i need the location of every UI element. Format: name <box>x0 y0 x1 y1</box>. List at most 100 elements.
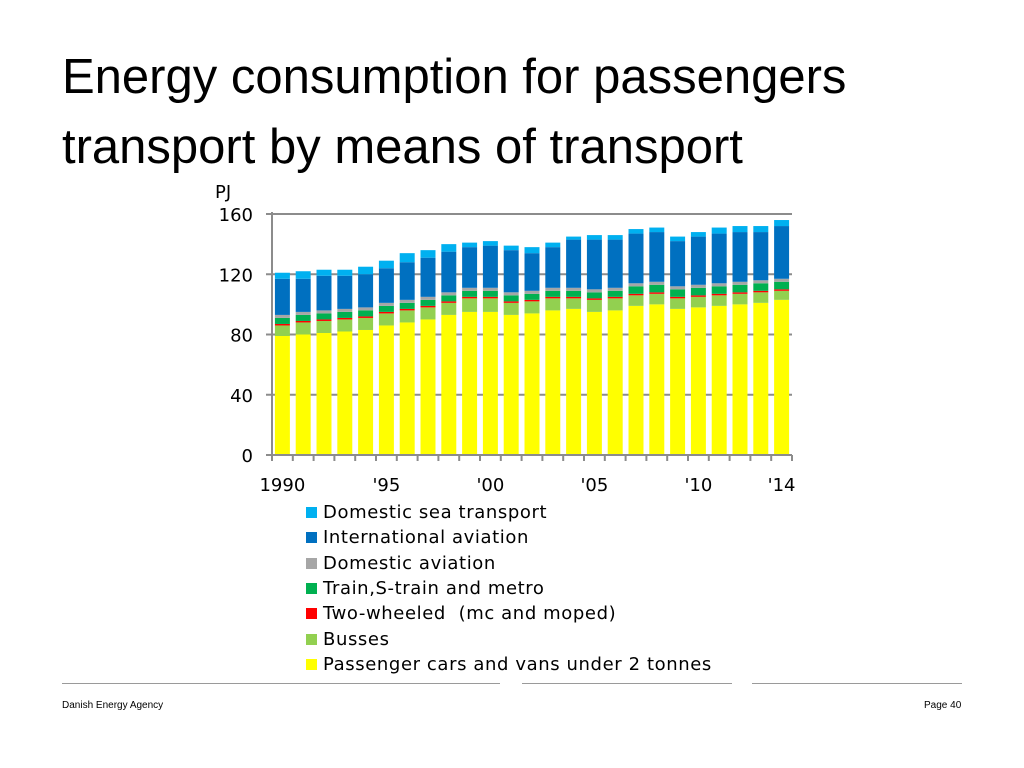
y-axis-label: PJ <box>215 182 231 203</box>
bar-segment <box>607 310 623 455</box>
x-tick-label: 1990 <box>259 475 305 496</box>
bar-segment <box>711 286 727 294</box>
bar-segment <box>295 334 311 455</box>
bar-segment <box>690 236 706 285</box>
legend-swatch <box>306 608 317 620</box>
bar-segment <box>607 298 623 311</box>
footer-divider <box>752 683 962 684</box>
bar-segment <box>670 308 686 455</box>
bar-segment <box>524 313 540 455</box>
bar-segment <box>420 299 436 306</box>
bar-segment <box>316 319 332 321</box>
x-tick-label: '00 <box>476 475 504 496</box>
bar-segment <box>774 289 790 291</box>
bar-segment <box>711 305 727 455</box>
bar-segment <box>649 284 665 293</box>
bar-segment <box>628 286 644 294</box>
axes <box>266 212 793 461</box>
bar-segment <box>732 304 748 456</box>
bar-segment <box>295 320 311 323</box>
legend-swatch <box>306 532 317 544</box>
bar-segment <box>337 311 353 318</box>
bar-segment <box>295 311 311 315</box>
y-tick-label: 80 <box>230 326 253 347</box>
bar-segment <box>274 317 290 324</box>
bar-segment <box>566 308 582 455</box>
bar-segment <box>337 317 353 320</box>
bar-segment <box>337 319 353 332</box>
bar-segment <box>420 257 436 297</box>
bar-segment <box>545 247 561 288</box>
bar-segment <box>586 298 602 300</box>
bar-segment <box>545 290 561 297</box>
legend-label: International aviation <box>323 527 529 549</box>
bar-segment <box>690 307 706 455</box>
bar-segment <box>774 290 790 300</box>
bar-segment <box>690 296 706 308</box>
bar-segment <box>378 305 394 312</box>
stacked-bar-chart: PJ 0 40 80 120 160 1990 '95 '00 '05 '10 '14 <box>215 182 796 496</box>
bar-segment <box>670 241 686 287</box>
bar-segment <box>337 275 353 309</box>
bar-segment <box>503 314 519 455</box>
bar-segment <box>545 298 561 311</box>
bar-segment <box>337 308 353 312</box>
bar-segment <box>753 226 769 233</box>
bar-segment <box>711 295 727 306</box>
bar-segment <box>586 311 602 455</box>
bar-segment <box>399 310 415 323</box>
bar-segment <box>441 301 457 303</box>
bar-segment <box>774 278 790 282</box>
bar-segment <box>420 319 436 455</box>
x-tick-label: '05 <box>580 475 608 496</box>
bar-segment <box>607 235 623 240</box>
bar-segment <box>649 232 665 282</box>
bar-segment <box>753 292 769 303</box>
bar-segment <box>670 286 686 290</box>
bar-segment <box>649 304 665 456</box>
bar-segment <box>420 305 436 308</box>
legend-label: Train,S-train and metro <box>323 578 545 600</box>
bar-segment <box>503 295 519 302</box>
bar-segment <box>399 262 415 300</box>
legend-label: Busses <box>323 628 390 650</box>
bar-segment <box>628 305 644 455</box>
y-tick-label: 0 <box>242 446 253 467</box>
bar-segment <box>295 314 311 321</box>
bar-segment <box>524 301 540 314</box>
bar-segment <box>441 314 457 455</box>
bar-segment <box>399 322 415 455</box>
bar-segment <box>753 302 769 455</box>
bar-segment <box>295 322 311 335</box>
bar-segment <box>503 301 519 303</box>
bar-segment <box>690 295 706 297</box>
bar-segment <box>358 329 374 455</box>
bar-segment <box>711 293 727 296</box>
y-tick-label: 120 <box>219 265 253 286</box>
bar-segment <box>566 236 582 240</box>
footer-page-number: Page 40 <box>924 700 962 711</box>
x-tick-labels: 1990 '95 '00 '05 '10 '14 <box>259 475 795 496</box>
bar-segment <box>566 298 582 309</box>
bar-segment <box>274 314 290 318</box>
bar-segment <box>337 269 353 276</box>
bar-segment <box>378 268 394 303</box>
bar-segment <box>378 325 394 455</box>
bar-segment <box>274 325 290 336</box>
footer-agency: Danish Energy Agency <box>62 700 164 711</box>
bar-segment <box>399 253 415 263</box>
bar-segment <box>503 245 519 251</box>
bar-segment <box>316 313 332 320</box>
bar-segment <box>316 332 332 455</box>
bar-segment <box>690 232 706 237</box>
bar-segment <box>462 290 478 297</box>
bar-segment <box>732 284 748 293</box>
bar-segment <box>566 239 582 288</box>
bar-segment <box>690 287 706 296</box>
bar-segment <box>482 287 498 291</box>
bar-segment <box>358 266 374 275</box>
bar-segment <box>628 229 644 234</box>
bar-segment <box>503 302 519 315</box>
bar-segment <box>503 250 519 293</box>
bar-segment <box>649 227 665 233</box>
